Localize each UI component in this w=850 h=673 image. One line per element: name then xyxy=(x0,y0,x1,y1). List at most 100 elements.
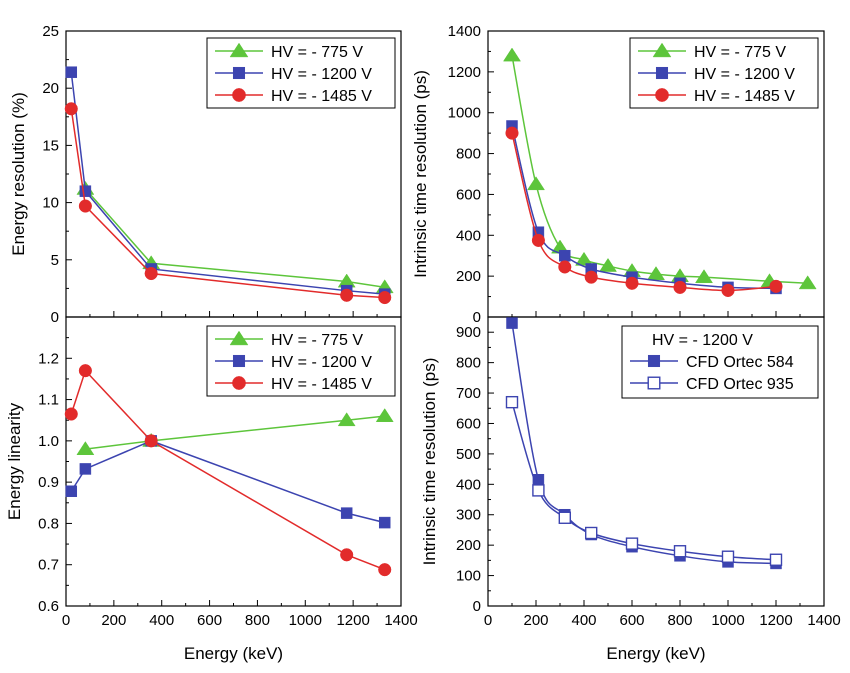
y-tick-label: 1.0 xyxy=(38,433,59,450)
legend-marker xyxy=(652,42,672,58)
panel-bottom-right: 0 200 400 600 800 1000 1200 1400 0 100 200 300 400 50… xyxy=(420,316,841,663)
data-point xyxy=(144,266,158,281)
data-point xyxy=(340,507,353,519)
x-tick-label: 800 xyxy=(667,612,692,629)
data-point xyxy=(503,47,521,62)
x-tick-label: 1200 xyxy=(759,612,792,629)
y-tick-label: 600 xyxy=(456,186,481,203)
data-point xyxy=(673,280,687,294)
legend-entry: HV = - 775 V xyxy=(271,44,363,61)
data-point xyxy=(378,563,392,577)
x-tick-label: 200 xyxy=(101,612,126,629)
data-point xyxy=(78,364,92,378)
legend-entry: HV = - 1200 V xyxy=(271,66,372,83)
data-point xyxy=(769,553,783,566)
data-point xyxy=(599,257,617,272)
series-3 xyxy=(64,102,392,305)
data-point xyxy=(575,251,593,266)
series-line xyxy=(511,322,777,565)
panel-top-right: 0 200 400 600 800 1000 1200 1400 Intrinsic time … xyxy=(411,23,825,326)
x-tick-label: 600 xyxy=(619,612,644,629)
series-line xyxy=(84,188,385,289)
data-point xyxy=(585,526,598,540)
data-point xyxy=(144,434,158,448)
y-tick-label: 0.6 xyxy=(38,598,59,615)
y-tick-label: 1.2 xyxy=(38,350,59,367)
x-tick-label: 600 xyxy=(197,612,222,629)
legend-entry: CFD Ortec 935 xyxy=(686,376,794,393)
series-line xyxy=(511,132,777,292)
series-line xyxy=(70,369,386,571)
x-tick-label: 800 xyxy=(245,612,270,629)
x-tick-label: 1400 xyxy=(384,612,417,629)
data-point xyxy=(721,283,735,297)
data-point xyxy=(625,276,639,290)
legend-marker xyxy=(655,88,669,102)
legend-entry: CFD Ortec 584 xyxy=(686,354,794,371)
data-point xyxy=(64,407,78,421)
data-point xyxy=(79,185,92,197)
y-axis-title: Intrinsic time resolution (ps) xyxy=(420,358,439,566)
data-point xyxy=(340,548,354,562)
y-tick-label: 0 xyxy=(473,309,481,326)
data-point xyxy=(527,176,545,191)
data-point xyxy=(531,233,545,247)
legend-entry: HV = - 1485 V xyxy=(271,88,372,105)
y-tick-label: 20 xyxy=(42,80,59,97)
y-tick-label: 900 xyxy=(456,324,481,341)
y-tick-label: 0 xyxy=(51,309,59,326)
y-axis-title: Energy resolution (%) xyxy=(9,92,28,255)
series-2 xyxy=(505,395,783,566)
data-point xyxy=(558,260,572,274)
legend-marker xyxy=(232,66,246,80)
y-tick-label: 400 xyxy=(456,476,481,493)
data-point xyxy=(647,266,665,280)
data-point xyxy=(695,269,713,284)
y-tick-label: 100 xyxy=(456,568,481,585)
x-tick-label: 1400 xyxy=(807,612,840,629)
x-tick-label: 1200 xyxy=(336,612,369,629)
x-tick-label: 200 xyxy=(523,612,548,629)
y-tick-label: 0 xyxy=(473,598,481,615)
legend-entry: HV = - 775 V xyxy=(271,332,363,349)
legend-marker xyxy=(229,42,249,58)
legend: HV = - 775 V HV = - 1200 V HV = - 1485 V xyxy=(206,325,396,397)
y-tick-label: 1000 xyxy=(448,105,481,122)
legend-marker xyxy=(232,376,246,390)
legend: HV = - 1200 V CFD Ortec 584 CFD Ortec 935 xyxy=(621,325,819,399)
x-tick-label: 400 xyxy=(571,612,596,629)
y-tick-label: 500 xyxy=(456,446,481,463)
data-point xyxy=(625,537,639,550)
x-tick-label: 1000 xyxy=(289,612,322,629)
legend-marker xyxy=(647,376,661,390)
y-axis-title: Energy linearity xyxy=(5,402,24,520)
panel-top-left: 0 5 10 15 20 25 Energy resolution (%) HV = - 77… xyxy=(9,23,402,326)
y-tick-label: 400 xyxy=(456,227,481,244)
series-2 xyxy=(65,435,391,529)
y-tick-label: 200 xyxy=(456,537,481,554)
data-point xyxy=(584,270,598,284)
legend-marker xyxy=(232,88,246,102)
series-3 xyxy=(64,364,392,577)
legend-entry: HV = - 775 V xyxy=(694,44,786,61)
x-tick-label: 400 xyxy=(149,612,174,629)
legend-entry: HV = - 1200 V xyxy=(694,66,795,83)
y-tick-label: 0.9 xyxy=(38,474,59,491)
y-tick-label: 0.8 xyxy=(38,515,59,532)
y-tick-label: 200 xyxy=(456,268,481,285)
series-line xyxy=(511,125,777,290)
legend-title: HV = - 1200 V xyxy=(652,332,753,349)
data-point xyxy=(340,288,354,302)
series-line xyxy=(70,440,385,524)
y-tick-label: 600 xyxy=(456,415,481,432)
x-axis-title: Energy (keV) xyxy=(184,644,283,663)
data-point xyxy=(769,279,783,293)
data-point xyxy=(559,249,571,262)
y-tick-label: 5 xyxy=(51,252,59,269)
data-point xyxy=(65,66,78,78)
legend-marker xyxy=(647,354,661,368)
series-line xyxy=(85,415,385,450)
data-point xyxy=(505,126,519,140)
